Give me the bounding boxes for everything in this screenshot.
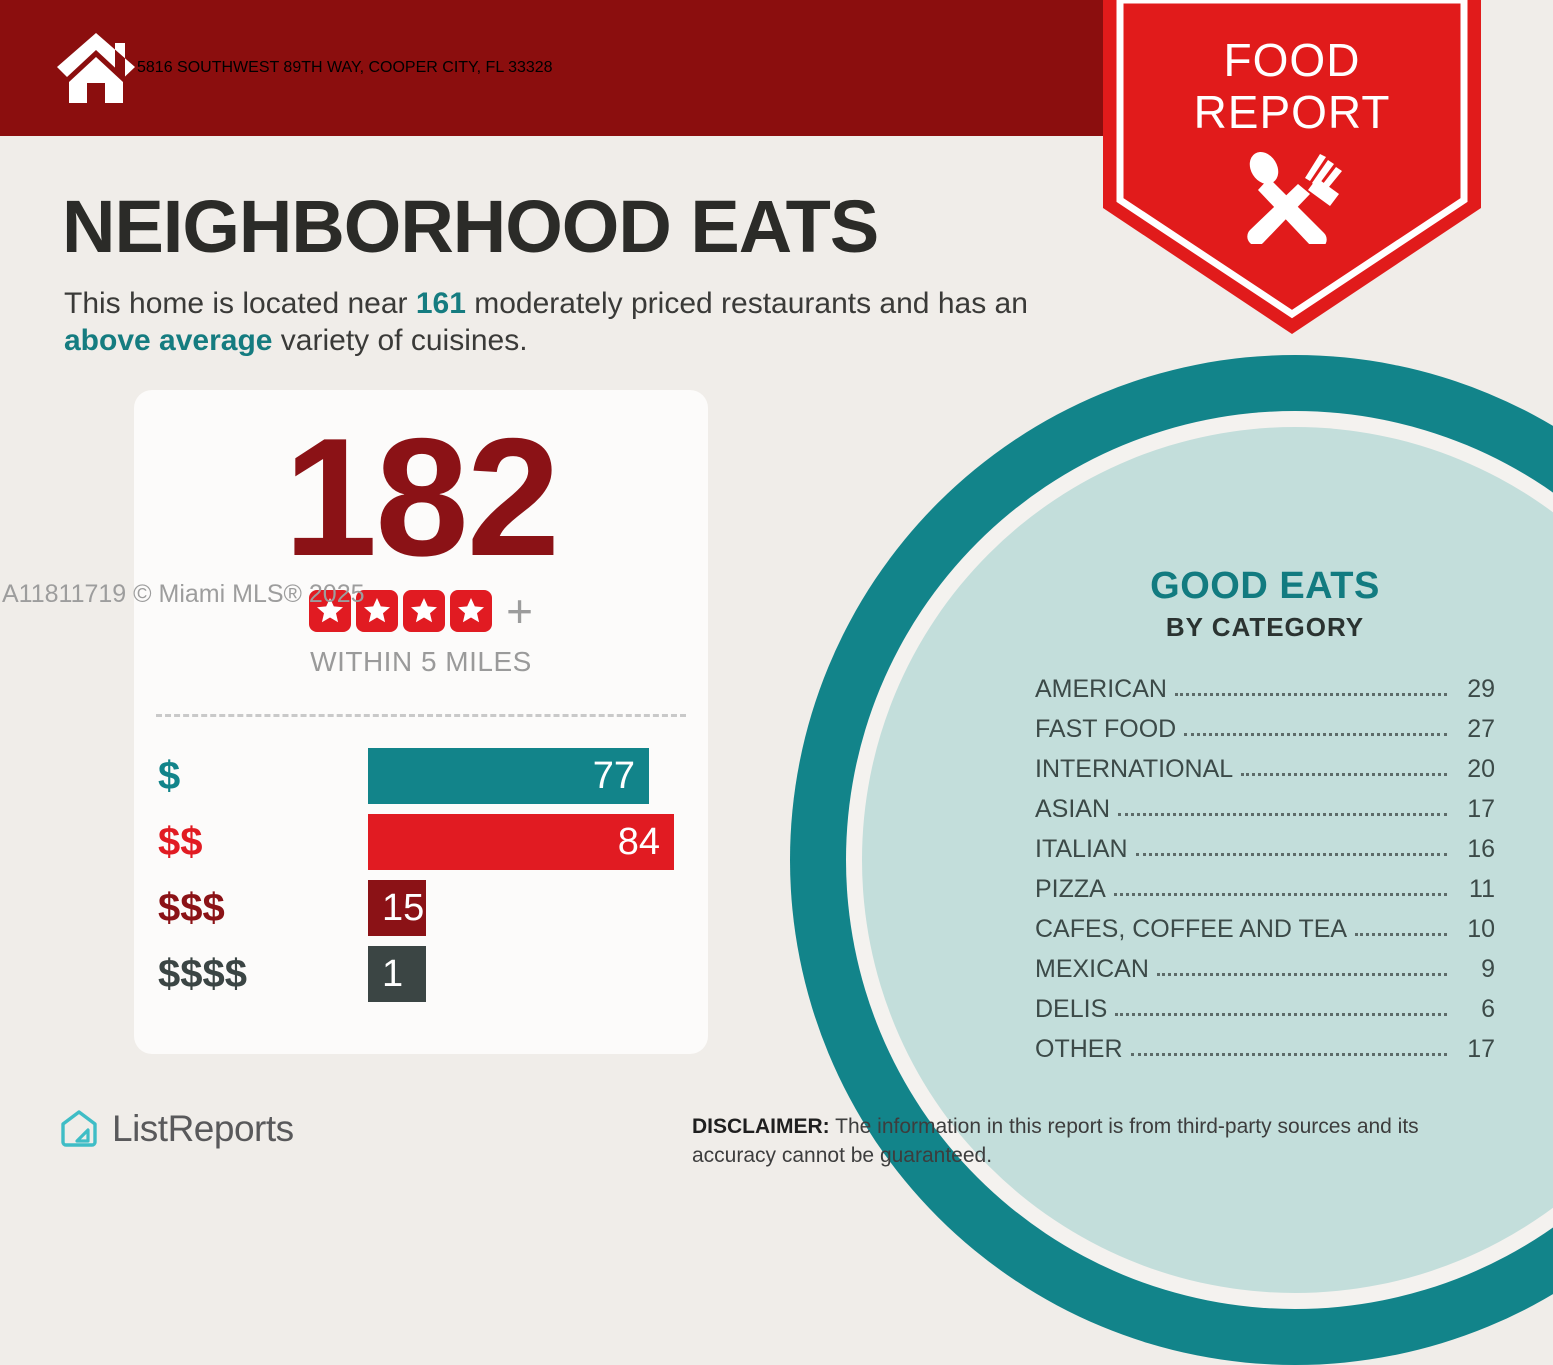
price-level-bar: 84 (368, 814, 674, 870)
category-row: AMERICAN 29 (1035, 675, 1495, 703)
good-eats-panel: GOOD EATS BY CATEGORY AMERICAN 29 FAST FOO… (1035, 565, 1495, 1075)
category-dot-leader (1130, 1053, 1447, 1056)
category-row: MEXICAN 9 (1035, 955, 1495, 983)
category-row: DELIS 6 (1035, 995, 1495, 1023)
category-dot-leader (1135, 853, 1447, 856)
category-count: 6 (1481, 995, 1495, 1023)
price-level-label: $$ (158, 820, 203, 864)
category-name: FAST FOOD (1035, 715, 1177, 743)
star-rating: + (134, 585, 708, 637)
category-count: 29 (1467, 675, 1495, 703)
category-count: 27 (1467, 715, 1495, 743)
category-name: ASIAN (1035, 795, 1111, 823)
badge-line-1: FOOD (1223, 34, 1361, 86)
house-icon (57, 33, 135, 103)
category-row: OTHER 17 (1035, 1035, 1495, 1063)
star-icon (411, 598, 438, 623)
price-level-bar: 77 (368, 748, 649, 804)
category-dot-leader (1174, 693, 1447, 696)
subtitle-part-1: This home is located near (64, 287, 416, 320)
subtitle-part-2: moderately priced restaurants and has an (465, 287, 1028, 320)
category-count: 17 (1467, 1035, 1495, 1063)
price-level-label: $$$$ (158, 952, 247, 996)
category-dot-leader (1355, 933, 1447, 936)
category-count: 9 (1481, 955, 1495, 983)
category-count: 11 (1469, 875, 1495, 903)
disclaimer: DISCLAIMER: The information in this repo… (692, 1112, 1492, 1170)
category-list: AMERICAN 29 FAST FOOD 27 INTERNATIONAL 20 ASIA… (1035, 675, 1495, 1063)
star-badge (356, 590, 399, 632)
star-icon (458, 598, 485, 623)
card-divider (156, 714, 686, 717)
category-name: MEXICAN (1035, 955, 1149, 983)
mls-watermark: A11811719 © Miami MLS® 2025 (2, 580, 365, 608)
subtitle-highlight-variety: above average (64, 324, 273, 357)
price-level-row: $$$ 15 (158, 875, 708, 941)
star-icon (364, 598, 391, 623)
category-name: INTERNATIONAL (1035, 755, 1234, 783)
price-level-bar: 1 (368, 946, 426, 1002)
disclaimer-label: DISCLAIMER: (692, 1115, 830, 1138)
teal-inner-circle (862, 427, 1553, 1293)
category-dot-leader (1115, 1013, 1447, 1016)
category-dot-leader (1156, 973, 1447, 976)
restaurant-stat-card: 182 + WITHIN 5 MILES $77 $$ 84 $$$ 15 $$$$ 1 (134, 390, 708, 1054)
category-name: PIZZA (1035, 875, 1106, 903)
within-radius-label: WITHIN 5 MILES (310, 646, 532, 677)
price-level-bar-chart: $77 $$ 84 $$$ 15 $$$$ 1 (134, 743, 708, 1007)
badge-line-2: REPORT (1193, 86, 1391, 138)
subtitle-part-3: variety of cuisines. (272, 324, 528, 357)
star-badge (309, 590, 352, 632)
category-dot-leader (1184, 733, 1447, 736)
category-name: OTHER (1035, 1035, 1123, 1063)
good-eats-subtitle: BY CATEGORY (1165, 612, 1365, 642)
category-name: CAFES, COFFEE AND TEA (1035, 915, 1348, 943)
good-eats-title: GOOD EATS (1150, 565, 1380, 607)
price-level-label: $$$ (158, 886, 225, 930)
category-row: INTERNATIONAL 20 (1035, 755, 1495, 783)
listreports-logo[interactable]: ListReports (58, 1108, 294, 1150)
category-count: 10 (1467, 915, 1495, 943)
category-dot-leader (1118, 813, 1447, 816)
badge-title: FOOD REPORT (1103, 34, 1481, 138)
category-dot-leader (1113, 893, 1447, 896)
price-level-row: $$ 84 (158, 809, 708, 875)
header-bar: 5816 SOUTHWEST 89TH WAY, COOPER CITY, FL… (0, 0, 1105, 136)
category-row: ITALIAN 16 (1035, 835, 1495, 863)
listreports-house-icon (61, 1110, 97, 1147)
price-level-bar: 15 (368, 880, 426, 936)
star-badge (403, 590, 446, 632)
category-count: 16 (1467, 835, 1495, 863)
category-dot-leader (1241, 773, 1447, 776)
page-title: NEIGHBORHOOD EATS (62, 185, 879, 268)
category-row: FAST FOOD 27 (1035, 715, 1495, 743)
category-row: ASIAN 17 (1035, 795, 1495, 823)
plus-sign: + (506, 585, 533, 637)
star-badge (450, 590, 493, 632)
category-row: PIZZA 11 (1035, 875, 1495, 903)
category-row: CAFES, COFFEE AND TEA 10 (1035, 915, 1495, 943)
category-count: 17 (1467, 795, 1495, 823)
disclaimer-text: The information in this report is from t… (692, 1115, 1419, 1167)
price-level-row: $$$$ 1 (158, 941, 708, 1007)
price-level-row: $77 (158, 743, 708, 809)
header-address: 5816 SOUTHWEST 89TH WAY, COOPER CITY, FL… (137, 59, 553, 76)
restaurant-count: 182 (283, 403, 560, 591)
category-name: DELIS (1035, 995, 1108, 1023)
listreports-wordmark: ListReports (112, 1108, 294, 1149)
subtitle-highlight-count: 161 (415, 287, 466, 320)
spoon-fork-icon (1247, 152, 1342, 244)
page-subtitle: This home is located near 161 moderately… (64, 285, 1084, 359)
food-report-badge: FOOD REPORT (1103, 0, 1481, 334)
star-icon (317, 598, 344, 623)
category-name: ITALIAN (1035, 835, 1128, 863)
price-level-label: $ (158, 754, 181, 798)
category-name: AMERICAN (1035, 675, 1167, 703)
category-count: 20 (1467, 755, 1495, 783)
